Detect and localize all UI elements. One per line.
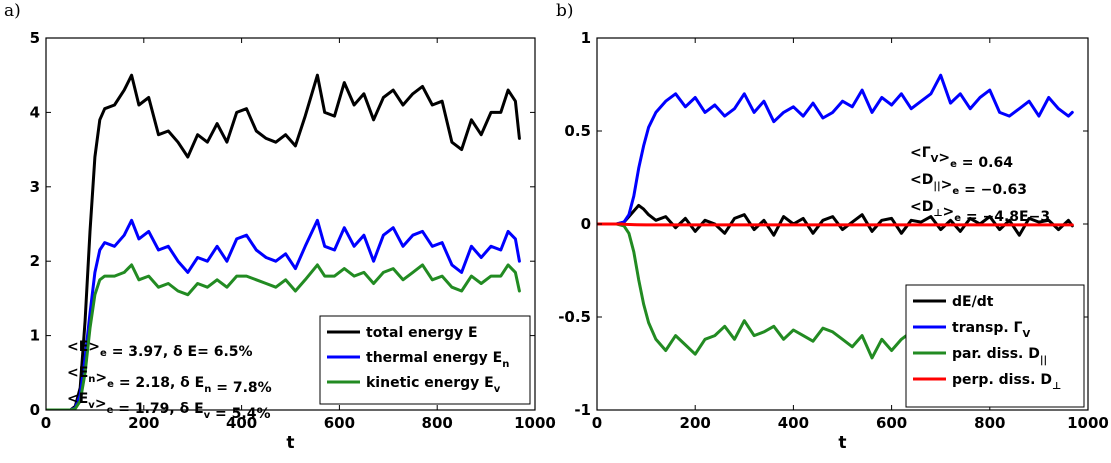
panel-a-xtick-label-1000: 1000	[514, 414, 556, 432]
panel-b-legend-label-1: transp. ΓV	[952, 320, 1030, 340]
panel-a-label: a)	[4, 1, 21, 21]
panel-b-xtick-label-200: 200	[680, 414, 711, 432]
panel-a-legend-label-0: total energy E	[366, 325, 478, 341]
panel-b-xtick-label-800: 800	[974, 414, 1005, 432]
panel-b-xaxis-label: t	[838, 433, 846, 453]
panel-a-legend-label-2: kinetic energy Ev	[366, 375, 501, 395]
panel-b-legend-label-2: par. diss. D||	[952, 346, 1047, 366]
panel-b-series-line-1	[597, 73, 1074, 226]
panel-b-energy-budget-chart: b) 0 200 400 600 800 1000 -1 -0.5 0 0.5 1 t <ΓV>e = 0…	[556, 1, 1109, 453]
panel-a-xtick-label-200: 200	[128, 414, 159, 432]
panel-a-ytick-label-4: 4	[30, 103, 40, 121]
panel-a-series-line-2	[46, 263, 521, 410]
panel-a-ytick-label-0: 0	[30, 401, 40, 419]
panel-b-xtick-label-0: 0	[592, 414, 602, 432]
panel-a-ytick-label-1: 1	[30, 327, 40, 345]
panel-b-ytick-label--0.5: -0.5	[558, 308, 591, 326]
panel-a-series-line-0	[46, 73, 521, 410]
panel-b-annotation-1: <D||>e = −0.63	[910, 172, 1027, 198]
panel-a-legend-label-1: thermal energy En	[366, 350, 509, 370]
panel-a-ytick-label-3: 3	[30, 178, 40, 196]
panel-b-series-line-0	[597, 203, 1074, 237]
panel-a-ytick-label-2: 2	[30, 252, 40, 270]
panel-b-xtick-label-400: 400	[778, 414, 809, 432]
panel-b-series-line-3	[597, 222, 1074, 227]
panel-a-xtick-label-0: 0	[41, 414, 51, 432]
panel-a-annotation-0: <E>e = 3.97, δ E= 6.5%	[67, 339, 253, 360]
panel-a-energy-chart: a) 0 200 400 600 800 1000 0 1 2 3 4 5 t <E>e = 3.97, δ…	[4, 1, 556, 453]
panel-b-ytick-label-1: 1	[581, 29, 591, 47]
panel-b-legend-label-3: perp. diss. D⊥	[952, 372, 1061, 392]
panel-b-ytick-label--1: -1	[574, 401, 591, 419]
panel-b-legend-box	[905, 284, 1085, 408]
panel-b-xtick-label-600: 600	[876, 414, 907, 432]
panel-a-xtick-label-600: 600	[324, 414, 355, 432]
panel-b-ytick-label-0: 0	[581, 215, 591, 233]
panel-a-annotation-2: <Ev>e = 1.79, δ Ev = 5.4%	[67, 391, 270, 422]
panel-b-annotation-0: <ΓV>e = 0.64	[910, 145, 1013, 171]
panel-b-ytick-label-0.5: 0.5	[564, 122, 591, 140]
panel-a-series-line-1	[46, 218, 521, 410]
panel-a-xtick-label-400: 400	[226, 414, 257, 432]
panel-b-label: b)	[556, 1, 574, 21]
panel-a-xtick-label-800: 800	[422, 414, 453, 432]
panel-b-legend-label-0: dE/dt	[952, 294, 994, 310]
panel-a-xaxis-label: t	[286, 433, 294, 453]
panel-b-xtick-label-1000: 1000	[1067, 414, 1109, 432]
panel-a-axes-box	[45, 37, 536, 411]
panel-b-annotation-2: <D⊥>e = −4.8E−3	[910, 199, 1050, 225]
panel-a-annotation-1: <En>e = 2.18, δ En = 7.8%	[67, 365, 272, 396]
panel-a-ytick-label-5: 5	[30, 29, 40, 47]
